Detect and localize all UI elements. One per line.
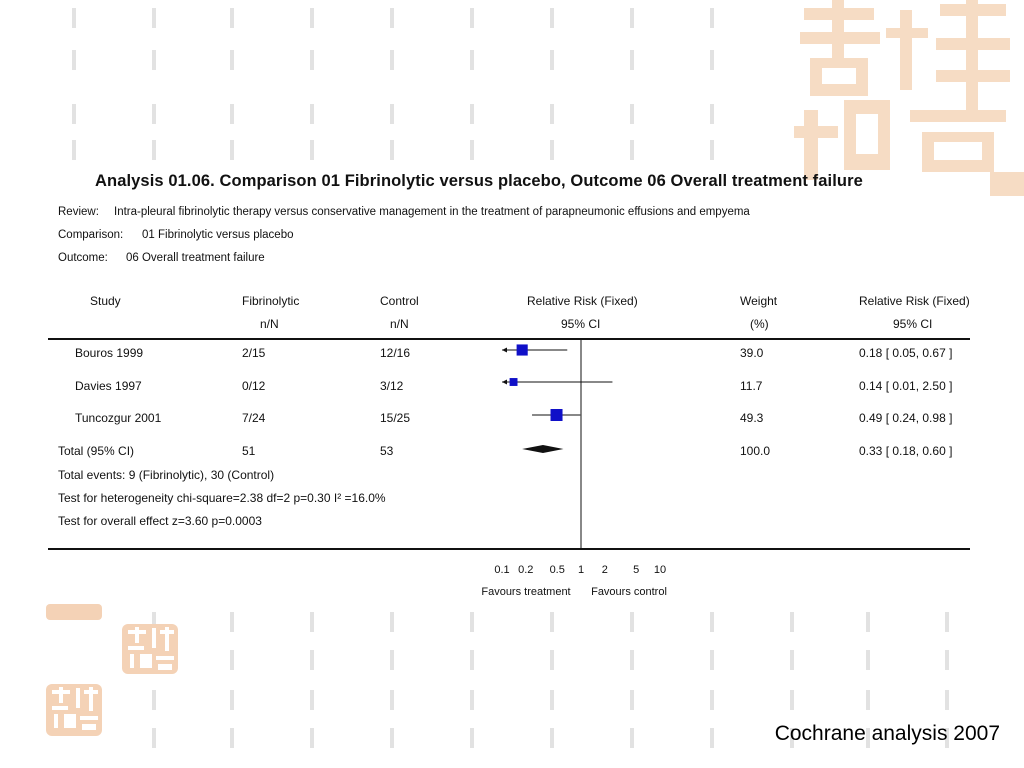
study-name: Bouros 1999 [75,346,144,360]
seal-small-icon [46,684,102,736]
effect-square [550,409,563,421]
meta-value: Intra-pleural fibrinolytic therapy versu… [114,206,750,218]
footnote-overall-effect: Test for overall effect z=3.60 p=0.0003 [58,514,262,528]
total-label: Total (95% CI) [58,444,135,458]
favours-treatment-label: Favours treatment [481,586,570,598]
weight-value: 39.0 [740,346,764,360]
rr-ci-value: 0.14 [ 0.01, 2.50 ] [859,379,953,393]
total-control: 53 [380,444,394,458]
axis-tick-label: 1 [578,564,584,576]
control-events: 12/16 [380,346,411,360]
study-name: Tuncozgur 2001 [75,411,162,425]
bottom-divider [48,548,970,550]
axis-tick-label: 0.5 [550,564,565,576]
col-header-weight: Weight [740,294,778,308]
col-header-relative-risk-sub: 95% CI [561,317,601,331]
axis-tick-label: 0.2 [518,564,533,576]
fibrinolytic-events: 2/15 [242,346,266,360]
study-name: Davies 1997 [75,379,142,393]
analysis-title: Analysis 01.06. Comparison 01 Fibrinolyt… [95,172,863,190]
axis-tick-label: 2 [602,564,608,576]
rr-ci-value: 0.18 [ 0.05, 0.67 ] [859,346,953,360]
ci-arrow [502,379,507,385]
effect-square [509,378,518,386]
meta-key: Comparison: [58,229,124,241]
col-header-relative-risk-2: Relative Risk (Fixed) [859,294,970,308]
ci-arrow [502,347,507,353]
effect-square [516,344,528,356]
meta-key: Outcome: [58,252,108,264]
total-weight: 100.0 [740,444,771,458]
meta-key: Review: [58,206,99,218]
col-header-weight-sub: (%) [750,317,769,331]
rr-ci-value: 0.49 [ 0.24, 0.98 ] [859,411,953,425]
col-header-control-sub: n/N [390,317,409,331]
col-header-study: Study [90,294,121,308]
meta-review: Review: Intra-pleural fibrinolytic therap… [58,206,750,218]
pooled-diamond [522,445,564,453]
col-header-fibrinolytic-sub: n/N [260,317,279,331]
total-fibrinolytic: 51 [242,444,256,458]
fibrinolytic-events: 7/24 [242,411,266,425]
meta-comparison: Comparison: 01 Fibrinolytic versus placeb… [58,229,294,241]
weight-value: 11.7 [740,379,763,393]
seal-small-icon [122,624,178,674]
meta-value: 06 Overall treatment failure [126,252,265,264]
axis-tick-label: 5 [633,564,639,576]
footnote-total-events: Total events: 9 (Fibrinolytic), 30 (Cont… [58,468,275,482]
meta-outcome: Outcome: 06 Overall treatment failure [58,252,265,264]
footnote-heterogeneity: Test for heterogeneity chi-square=2.38 d… [58,491,386,505]
control-events: 3/12 [380,379,404,393]
col-header-control: Control [380,294,419,308]
total-rr-ci: 0.33 [ 0.18, 0.60 ] [859,444,953,458]
source-caption: Cochrane analysis 2007 [774,722,1000,745]
col-header-relative-risk-2-sub: 95% CI [893,317,933,331]
col-header-relative-risk: Relative Risk (Fixed) [527,294,638,308]
col-header-fibrinolytic: Fibrinolytic [242,294,300,308]
control-events: 15/25 [380,411,411,425]
meta-value: 01 Fibrinolytic versus placebo [142,229,294,241]
axis-tick-label: 10 [654,564,666,576]
fibrinolytic-events: 0/12 [242,379,266,393]
weight-value: 49.3 [740,411,764,425]
header-divider [48,338,970,340]
seal-watermark-icon [794,0,1024,196]
seal-small-icon [46,604,102,620]
favours-control-label: Favours control [591,586,667,598]
axis-tick-label: 0.1 [494,564,509,576]
